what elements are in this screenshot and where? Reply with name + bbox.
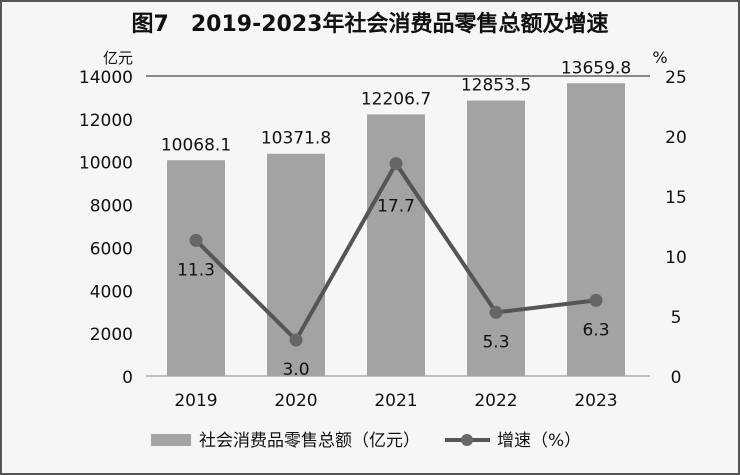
growth-data-label: 17.7 (377, 197, 415, 217)
y-tick-label: 0 (122, 368, 133, 388)
x-tick-label: 2019 (174, 391, 217, 411)
y-tick-label: 12000 (79, 111, 133, 131)
x-tick-label: 2020 (274, 391, 317, 411)
growth-data-label: 11.3 (177, 260, 215, 280)
x-tick-label: 2021 (374, 391, 417, 411)
x-tick-label: 2023 (574, 391, 617, 411)
y-tick-label: 8000 (90, 197, 133, 217)
y-tick-label: 6000 (90, 239, 133, 259)
y-tick-label: 14000 (79, 68, 133, 88)
y2-tick-label: 20 (665, 128, 687, 148)
y2-axis-label: % (652, 48, 667, 67)
bar-data-label: 12853.5 (461, 76, 531, 96)
legend-line-label: 增速（%） (497, 431, 581, 451)
y2-tick-label: 10 (665, 248, 687, 268)
legend-bar-swatch (151, 434, 191, 446)
y2-tick-label: 25 (665, 68, 687, 88)
bar-data-label: 10068.1 (161, 135, 231, 155)
y-tick-label: 2000 (90, 325, 133, 345)
bar-data-label: 13659.8 (561, 58, 631, 78)
y2-tick-label: 0 (671, 368, 682, 388)
legend-bar-label: 社会消费品零售总额（亿元） (199, 431, 420, 451)
growth-data-label: 5.3 (482, 332, 509, 352)
legend: 社会消费品零售总额（亿元） 增速（%） (151, 431, 581, 451)
growth-marker (489, 305, 503, 319)
y-tick-label: 4000 (90, 282, 133, 302)
y2-tick-label: 15 (665, 188, 687, 208)
bar (567, 83, 625, 376)
legend-line-marker (461, 434, 473, 446)
growth-data-label: 6.3 (582, 320, 609, 340)
growth-data-label: 3.0 (282, 360, 309, 380)
bar-data-label: 10371.8 (261, 129, 331, 149)
y-tick-label: 10000 (79, 154, 133, 174)
bar (367, 114, 425, 376)
y-axis-label: 亿元 (103, 49, 133, 67)
y2-tick-label: 5 (671, 308, 682, 328)
bar (167, 160, 225, 376)
bar (467, 100, 525, 376)
bar-data-label: 12206.7 (361, 89, 431, 109)
chart-title: 图7 2019-2023年社会消费品零售总额及增速 (132, 11, 609, 37)
growth-marker (289, 333, 303, 347)
growth-marker (589, 293, 603, 307)
x-tick-label: 2022 (474, 391, 517, 411)
growth-marker (389, 157, 403, 171)
growth-marker (189, 233, 203, 247)
